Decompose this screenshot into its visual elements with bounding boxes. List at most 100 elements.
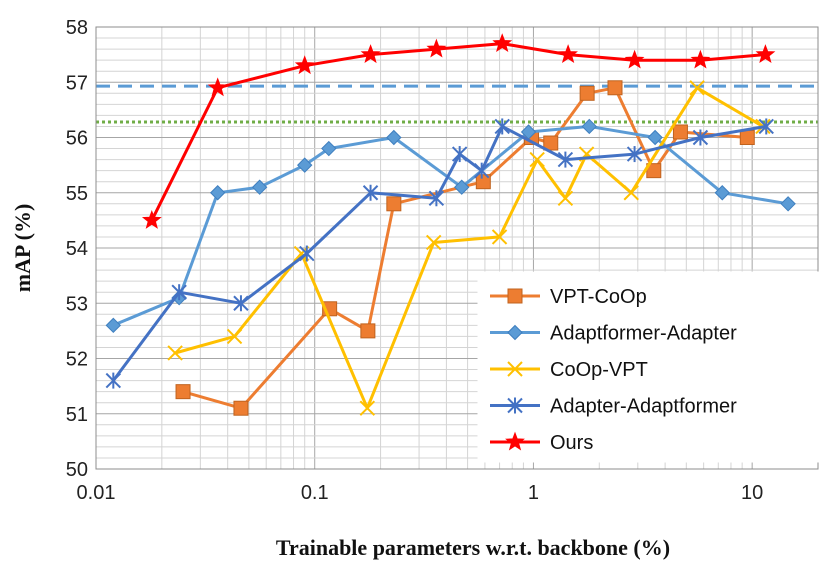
legend-item: Adaptformer-Adapter (490, 323, 737, 345)
data-point-marker (233, 400, 249, 416)
marker-stroke (226, 328, 243, 345)
data-point-marker (624, 49, 645, 69)
data-point-marker (507, 397, 523, 414)
data-point-marker (473, 162, 490, 179)
legend-item: Adapter-Adaptformer (490, 396, 737, 418)
data-point-marker (360, 323, 376, 339)
data-point-marker (386, 129, 402, 146)
series-adapter-adaptformer (105, 118, 774, 389)
legend-label: VPT-CoOp (550, 286, 647, 308)
data-point-marker (491, 229, 508, 245)
x-axis-title: Trainable parameters w.r.t. backbone (%) (276, 535, 670, 560)
plot-frame (95, 26, 819, 470)
data-point-marker (299, 245, 315, 262)
data-point-marker (755, 44, 776, 64)
legend-label: Adapter-Adaptformer (550, 396, 737, 418)
marker-stroke (529, 151, 545, 168)
y-tick-label: 54 (66, 238, 88, 260)
marker-stroke (623, 185, 639, 201)
legend-item: VPT-CoOp (490, 286, 647, 308)
marker-stroke (426, 234, 442, 251)
data-point-marker (581, 118, 597, 135)
data-point-marker (207, 77, 228, 97)
y-tick-label: 50 (66, 459, 88, 481)
marker-stroke (689, 80, 705, 96)
data-point-marker (780, 196, 796, 212)
x-tick-label: 0.01 (77, 482, 116, 504)
y-tick-label: 52 (66, 349, 88, 371)
y-tick-label: 55 (66, 183, 88, 205)
data-point-marker (321, 140, 337, 157)
data-point-marker (672, 124, 688, 140)
data-point-marker (492, 33, 513, 53)
series-adaptformer-adapter (105, 118, 796, 334)
data-point-marker (454, 179, 470, 195)
data-point-marker (233, 295, 249, 312)
data-point-marker (739, 130, 755, 145)
data-point-marker (171, 284, 187, 301)
marker-stroke (507, 361, 523, 377)
data-point-marker (557, 151, 574, 168)
series-ours (141, 33, 776, 229)
legend-box (477, 271, 819, 463)
y-tick-label: 58 (66, 17, 88, 39)
data-point-marker (626, 146, 643, 163)
y-tick-label: 53 (66, 293, 88, 315)
series-group (105, 33, 796, 416)
data-point-marker (175, 384, 191, 400)
x-tick-label: 0.1 (301, 482, 329, 504)
legend-label: Ours (550, 432, 593, 454)
data-point-marker (226, 328, 243, 345)
data-point-marker (692, 129, 709, 146)
data-point-marker (362, 184, 379, 201)
y-tick-label: 57 (66, 72, 88, 94)
data-point-marker (426, 234, 442, 251)
data-point-marker (505, 431, 525, 451)
marker-stroke (491, 229, 508, 245)
legend-label: CoOp-VPT (550, 359, 648, 381)
x-tick-label: 10 (741, 482, 763, 504)
data-point-marker (557, 190, 574, 206)
data-point-marker (758, 118, 774, 135)
y-axis-title: mAP (%) (10, 204, 35, 293)
marker-stroke (557, 190, 574, 206)
data-point-marker (297, 157, 313, 173)
legend: VPT-CoOp Adaptformer-Adapter CoOp-VPT Adapt… (477, 271, 819, 463)
data-point-marker (623, 185, 639, 201)
data-point-marker (105, 372, 122, 389)
data-point-marker (167, 345, 183, 361)
marker-stroke (359, 400, 376, 416)
data-point-marker (507, 288, 523, 304)
data-point-marker (360, 44, 381, 64)
data-point-marker (105, 317, 122, 334)
data-point-marker (714, 185, 730, 201)
data-point-marker (359, 400, 376, 416)
data-point-marker (428, 190, 445, 207)
data-point-marker (647, 129, 663, 146)
marker-stroke (167, 345, 183, 361)
legend-item: Ours (490, 431, 593, 454)
data-point-marker (251, 179, 268, 195)
data-point-marker (558, 44, 578, 64)
legend-label: Adaptformer-Adapter (550, 323, 737, 345)
data-point-marker (294, 55, 315, 75)
series-line (150, 42, 766, 222)
data-point-marker (475, 174, 491, 190)
data-point-marker (689, 80, 705, 96)
y-tick-label: 56 (66, 128, 88, 150)
data-point-marker (543, 135, 559, 151)
data-point-marker (494, 118, 510, 135)
data-point-marker (426, 38, 447, 58)
data-point-marker (607, 80, 623, 96)
x-tick-label: 1 (528, 482, 539, 504)
axes: 50 51 52 53 54 55 56 57 58 0.01 0.1 1 10 (66, 17, 819, 504)
data-point-marker (451, 146, 468, 163)
legend-item: CoOp-VPT (490, 359, 648, 381)
data-point-marker (690, 49, 711, 69)
data-point-marker (141, 209, 162, 229)
data-point-marker (507, 361, 523, 377)
data-point-marker (386, 196, 402, 212)
series-vpt-coop (175, 80, 755, 416)
